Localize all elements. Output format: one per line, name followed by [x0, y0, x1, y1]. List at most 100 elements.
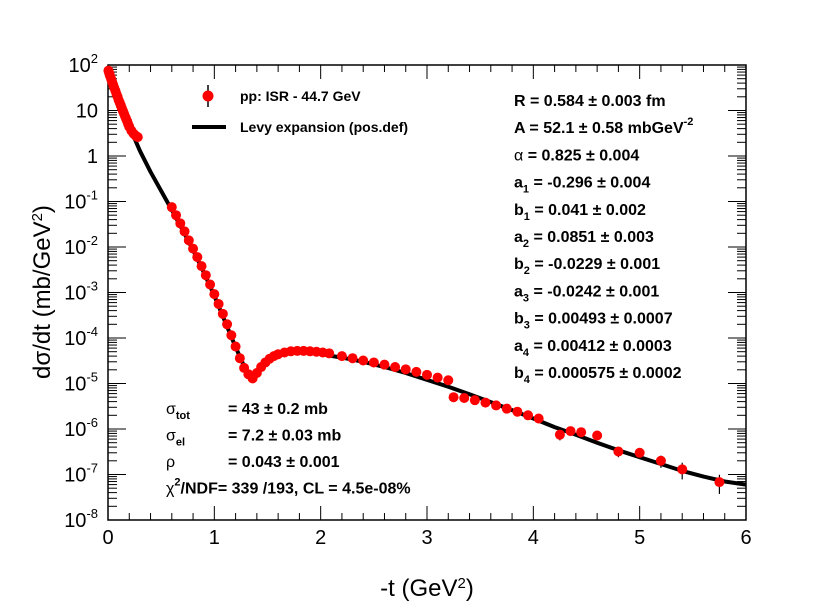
param-unit-sup: -2: [684, 116, 694, 128]
data-point: [324, 348, 335, 359]
data-point: [336, 351, 347, 362]
data-point: [132, 132, 143, 143]
data-point: [209, 289, 220, 300]
y-tick-label: 10-3: [64, 279, 98, 305]
data-point: [523, 410, 534, 421]
data-point: [491, 400, 502, 411]
data-point: [234, 353, 245, 364]
data-point: [634, 447, 645, 458]
data-point: [222, 319, 233, 330]
legend-data-marker: [202, 90, 214, 102]
param-subscript: 2: [523, 238, 529, 250]
x-tick-label: 4: [528, 527, 539, 549]
param-value: = -0.0229 ± 0.001: [530, 256, 660, 273]
data-point: [469, 395, 480, 406]
data-point: [422, 369, 432, 380]
data-point: [171, 210, 182, 221]
fit-parameter: R = 0.584 ± 0.003 fm: [514, 93, 666, 110]
data-point: [217, 308, 228, 319]
y-axis-title: dσ/dt (mb/GeV2): [29, 205, 57, 379]
fit-parameter: a1 = -0.296 ± 0.004: [514, 175, 650, 196]
y-tick-label: 102: [69, 51, 98, 77]
param-name: b: [514, 256, 524, 273]
param-name: a: [514, 338, 523, 355]
x-tick-label: 1: [209, 527, 220, 549]
fit-info-symbol: σ: [166, 428, 176, 445]
param-name: α: [514, 147, 523, 164]
param-subscript: 4: [524, 374, 531, 386]
param-subscript: 4: [523, 347, 530, 359]
data-point: [565, 426, 576, 437]
param-subscript: 1: [523, 184, 529, 196]
fit-parameter: a3 = -0.0242 ± 0.001: [514, 283, 659, 304]
data-point: [411, 366, 422, 377]
y-tick-label: 10-7: [64, 461, 98, 487]
fit-parameters: R = 0.584 ± 0.003 fmA = 52.1 ± 0.58 mbGe…: [514, 93, 693, 386]
y-axis-title-main: dσ/dt (mb/GeV: [29, 221, 56, 379]
fit-info-name: χ2/NDF= 339 /193, CL = 4.5e-08%: [166, 477, 411, 498]
y-tick-exponent: -8: [86, 506, 98, 521]
fit-info-superscript: 2: [174, 477, 180, 489]
y-tick-base: 10: [76, 101, 98, 123]
fit-info-subscript: tot: [176, 410, 190, 422]
y-tick-label: 10-2: [64, 233, 98, 259]
data-point: [368, 357, 379, 368]
param-subscript: 3: [523, 292, 529, 304]
data-point: [459, 393, 470, 404]
data-point: [188, 243, 199, 254]
param-subscript: 2: [524, 265, 530, 277]
fit-info-symbol: χ: [166, 481, 175, 498]
data-point: [512, 406, 523, 417]
fit-info-subscript: el: [176, 437, 185, 449]
legend-fit-label: Levy expansion (pos.def): [240, 119, 408, 135]
y-tick-base: 10: [64, 465, 86, 487]
y-tick-base: 10: [64, 510, 86, 532]
x-axis-title-main: -t (GeV: [380, 575, 457, 602]
x-tick-label: 6: [740, 527, 751, 549]
y-tick-label: 10-1: [64, 188, 98, 214]
legend-data-label: pp: ISR - 44.7 GeV: [240, 88, 361, 104]
y-axis-title-tail: ): [29, 205, 56, 213]
param-name: a: [514, 283, 523, 300]
data-point: [390, 362, 401, 373]
data-point: [347, 353, 358, 364]
y-tick-exponent: -3: [86, 279, 98, 294]
fit-info-name: σtot: [166, 401, 190, 422]
fit-info-value: = 0.043 ± 0.001: [228, 454, 340, 471]
data-point: [448, 392, 459, 403]
fit-info-value: /NDF= 339 /193, CL = 4.5e-08%: [181, 481, 411, 498]
y-tick-label: 10: [76, 101, 98, 123]
param-value: = 0.041 ± 0.002: [530, 202, 646, 219]
param-name: a: [514, 229, 523, 246]
data-point: [226, 330, 237, 341]
data-point: [205, 279, 216, 290]
legend: pp: ISR - 44.7 GeV Levy expansion (pos.de…: [192, 85, 408, 135]
data-point: [432, 372, 443, 383]
data-point: [192, 252, 203, 263]
y-tick-base: 10: [64, 328, 86, 350]
y-tick-base: 10: [64, 237, 86, 259]
fit-parameter: a4 = 0.00412 ± 0.0003: [514, 338, 672, 359]
data-point: [592, 430, 603, 441]
param-value: = 0.825 ± 0.004: [523, 147, 639, 164]
param-value: = -0.296 ± 0.004: [529, 175, 650, 192]
y-tick-base: 10: [64, 374, 86, 396]
data-point: [480, 397, 491, 408]
x-tick-label: 5: [634, 527, 645, 549]
y-tick-exponent: -5: [86, 370, 98, 385]
param-name: a: [514, 175, 523, 192]
data-points-layer: [103, 65, 725, 494]
data-point: [213, 298, 224, 309]
data-point: [443, 375, 454, 386]
y-tick-label: 10-6: [64, 415, 98, 441]
fit-parameter: α = 0.825 ± 0.004: [514, 147, 639, 164]
data-point: [196, 261, 207, 272]
data-point: [655, 455, 666, 466]
data-point: [230, 341, 241, 352]
param-name: R: [514, 93, 526, 110]
fit-info-symbol: ρ: [166, 454, 175, 471]
fit-parameter: b2 = -0.0229 ± 0.001: [514, 256, 660, 277]
